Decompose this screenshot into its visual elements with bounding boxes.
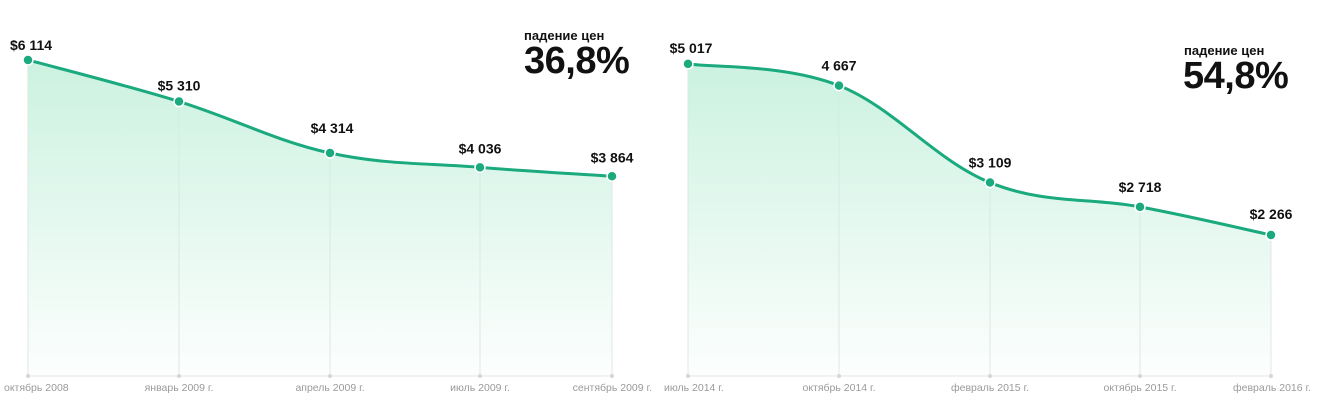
right-x-tick-label: февраль 2016 г. bbox=[1233, 382, 1311, 394]
left-x-tick-label: июль 2009 г. bbox=[450, 382, 510, 394]
left-data-point bbox=[324, 147, 336, 159]
left-x-tick-label: апрель 2009 г. bbox=[295, 382, 364, 394]
left-x-tick-label: январь 2009 г. bbox=[145, 382, 214, 394]
left-data-label: $3 864 bbox=[591, 149, 634, 165]
right-data-point bbox=[1265, 229, 1277, 241]
left-data-label: $4 314 bbox=[311, 120, 354, 136]
left-data-label: $5 310 bbox=[158, 78, 201, 94]
left-data-label: $6 114 bbox=[10, 37, 52, 53]
left-x-tick-label: октябрь 2008 bbox=[4, 382, 69, 394]
left-data-point bbox=[22, 54, 34, 66]
left-data-point bbox=[474, 161, 486, 174]
right-x-tick-label: октябрь 2015 г. bbox=[1103, 382, 1176, 394]
right-data-label: $2 266 bbox=[1250, 206, 1293, 222]
left-summary-value: 36,8% bbox=[524, 40, 630, 82]
left-data-point bbox=[606, 170, 618, 183]
right-x-tick-label: февраль 2015 г. bbox=[951, 382, 1029, 394]
left-summary-label: падение цен bbox=[524, 28, 605, 43]
right-data-point bbox=[984, 176, 996, 189]
right-area bbox=[688, 63, 1271, 376]
right-data-point bbox=[682, 58, 694, 70]
right-data-label: $5 017 bbox=[670, 40, 713, 56]
left-data-label: $4 036 bbox=[459, 140, 502, 156]
right-x-tick-label: июль 2014 г. bbox=[664, 382, 724, 394]
right-data-label: 4 667 bbox=[821, 58, 856, 74]
right-data-label: $3 109 bbox=[969, 155, 1012, 171]
right-data-point bbox=[1134, 201, 1146, 213]
right-summary-value: 54,8% bbox=[1183, 55, 1289, 97]
right-data-label: $2 718 bbox=[1119, 179, 1162, 195]
left-x-tick-label: сентябрь 2009 г. bbox=[573, 382, 652, 394]
left-data-point bbox=[173, 95, 185, 108]
right-summary-label: падение цен bbox=[1184, 43, 1265, 58]
right-data-point bbox=[833, 79, 845, 92]
left-area bbox=[28, 59, 612, 376]
right-x-tick-label: октябрь 2014 г. bbox=[802, 382, 875, 394]
